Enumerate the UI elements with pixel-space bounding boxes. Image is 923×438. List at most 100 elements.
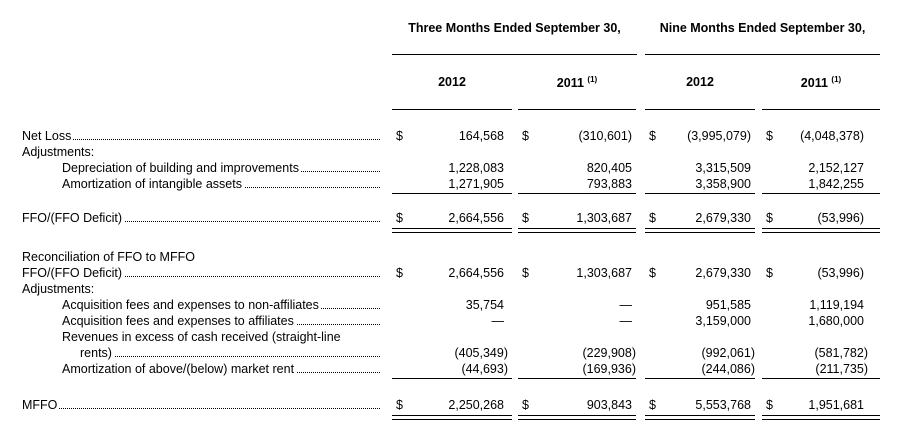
total-double-rule	[762, 228, 880, 233]
col-rule-three-2012	[392, 109, 512, 110]
cell-depreciation-three-2011: 820,405	[586, 161, 632, 175]
subtotal-rule	[645, 193, 755, 194]
total-double-rule	[392, 228, 512, 233]
cell-ffo2-three-2012: 2,664,556	[448, 266, 504, 280]
subtotal-rule	[645, 378, 755, 379]
total-double-rule	[762, 415, 880, 420]
footnote-mark: (1)	[587, 75, 598, 84]
cell-acq-affiliates-three-2012: —	[491, 314, 505, 328]
header-nine-months: Nine Months Ended September 30,	[659, 21, 866, 35]
cell-depreciation-nine-2011: 2,152,127	[808, 161, 864, 175]
subtotal-rule	[518, 378, 636, 379]
total-double-rule	[518, 228, 636, 233]
cell-ffo2-three-2011: 1,303,687	[576, 266, 632, 280]
cell-mffo-nine-2011: 1,951,681	[808, 398, 864, 412]
cell-acq-affiliates-nine-2011: 1,680,000	[808, 314, 864, 328]
dollar-sign: $	[396, 129, 403, 143]
cell-acq-non-affiliates-three-2011: —	[619, 298, 633, 312]
cell-revenues-excess-three-2011: (229,908)	[582, 346, 636, 360]
cell-amortization-intangible-three-2012: 1,271,905	[448, 177, 504, 191]
row-label-ffo: FFO/(FFO Deficit)	[22, 211, 380, 225]
cell-amortization-market-rent-three-2012: (44,693)	[461, 362, 508, 376]
cell-acq-non-affiliates-nine-2012: 951,585	[705, 298, 751, 312]
row-label-net-loss: Net Loss	[22, 129, 380, 143]
dollar-sign: $	[766, 398, 773, 412]
dollar-sign: $	[766, 266, 773, 280]
cell-net-loss-nine-2012: (3,995,079)	[687, 129, 751, 143]
cell-ffo-three-2011: 1,303,687	[576, 211, 632, 225]
cell-acq-affiliates-three-2011: —	[619, 314, 633, 328]
dollar-sign: $	[649, 211, 656, 225]
cell-ffo-three-2012: 2,664,556	[448, 211, 504, 225]
row-label-mffo: MFFO	[22, 398, 380, 412]
cell-amortization-intangible-three-2011: 793,883	[586, 177, 632, 191]
dollar-sign: $	[766, 129, 773, 143]
header-nine-months-rule	[645, 54, 880, 55]
dollar-sign: $	[649, 266, 656, 280]
total-double-rule	[645, 415, 755, 420]
dollar-sign: $	[522, 129, 529, 143]
cell-net-loss-three-2011: (310,601)	[578, 129, 632, 143]
total-double-rule	[645, 228, 755, 233]
subtotal-rule	[392, 193, 512, 194]
row-label-acq-affiliates: Acquisition fees and expenses to affilia…	[62, 314, 380, 328]
cell-revenues-excess-three-2012: (405,349)	[454, 346, 508, 360]
dollar-sign: $	[396, 266, 403, 280]
col-rule-three-2011	[518, 109, 636, 110]
cell-mffo-three-2012: 2,250,268	[448, 398, 504, 412]
cell-amortization-intangible-nine-2011: 1,842,255	[808, 177, 864, 191]
subtotal-rule	[392, 378, 512, 379]
cell-acq-affiliates-nine-2012: 3,159,000	[695, 314, 751, 328]
dollar-sign: $	[522, 398, 529, 412]
cell-ffo-nine-2011: (53,996)	[817, 211, 864, 225]
col-header-nine-2011-year: 2011	[800, 76, 828, 90]
cell-amortization-market-rent-three-2011: (169,936)	[582, 362, 636, 376]
cell-acq-non-affiliates-nine-2011: 1,119,194	[809, 298, 864, 312]
col-rule-nine-2011	[762, 109, 880, 110]
dollar-sign: $	[396, 211, 403, 225]
col-rule-nine-2012	[645, 109, 755, 110]
cell-amortization-market-rent-nine-2012: (244,086)	[701, 362, 755, 376]
col-header-nine-2012: 2012	[686, 75, 714, 89]
cell-ffo-nine-2012: 2,679,330	[695, 211, 751, 225]
cell-net-loss-nine-2011: (4,048,378)	[800, 129, 864, 143]
cell-revenues-excess-nine-2011: (581,782)	[814, 346, 868, 360]
col-header-nine-2011: 2011 (1)	[762, 75, 880, 90]
col-header-three-2011: 2011 (1)	[518, 75, 636, 90]
subtotal-rule	[518, 193, 636, 194]
row-label-depreciation: Depreciation of building and improvement…	[62, 161, 380, 175]
cell-ffo2-nine-2011: (53,996)	[817, 266, 864, 280]
cell-acq-non-affiliates-three-2012: 35,754	[465, 298, 504, 312]
header-three-months-rule	[392, 54, 637, 55]
cell-revenues-excess-nine-2012: (992,061)	[701, 346, 755, 360]
subtotal-rule	[762, 193, 880, 194]
col-header-three-2012: 2012	[438, 75, 466, 89]
footnote-mark: (1)	[831, 75, 842, 84]
total-double-rule	[518, 415, 636, 420]
dollar-sign: $	[522, 266, 529, 280]
cell-depreciation-nine-2012: 3,315,509	[695, 161, 751, 175]
row-label-acq-non-affiliates: Acquisition fees and expenses to non-aff…	[62, 298, 380, 312]
subtotal-rule	[762, 378, 880, 379]
header-three-months: Three Months Ended September 30,	[408, 21, 621, 35]
total-double-rule	[392, 415, 512, 420]
section-title-reconciliation: Reconciliation of FFO to MFFO	[22, 250, 195, 264]
row-label-ffo-2: FFO/(FFO Deficit)	[22, 266, 380, 280]
cell-mffo-nine-2012: 5,553,768	[695, 398, 751, 412]
row-label-adjustments-2: Adjustments:	[22, 282, 95, 296]
dollar-sign: $	[766, 211, 773, 225]
row-label-adjustments: Adjustments:	[22, 145, 95, 159]
col-header-three-2011-year: 2011	[556, 76, 584, 90]
dollar-sign: $	[522, 211, 529, 225]
row-label-amortization-intangible: Amortization of intangible assets	[62, 177, 380, 191]
cell-depreciation-three-2012: 1,228,083	[448, 161, 504, 175]
dollar-sign: $	[396, 398, 403, 412]
cell-ffo2-nine-2012: 2,679,330	[695, 266, 751, 280]
row-label-revenues-excess-line1: Revenues in excess of cash received (str…	[62, 330, 341, 344]
row-label-amortization-market-rent: Amortization of above/(below) market ren…	[62, 362, 380, 376]
cell-amortization-intangible-nine-2012: 3,358,900	[695, 177, 751, 191]
row-label-revenues-excess-line2: rents)	[80, 346, 380, 360]
cell-net-loss-three-2012: 164,568	[458, 129, 504, 143]
dollar-sign: $	[649, 129, 656, 143]
dollar-sign: $	[649, 398, 656, 412]
